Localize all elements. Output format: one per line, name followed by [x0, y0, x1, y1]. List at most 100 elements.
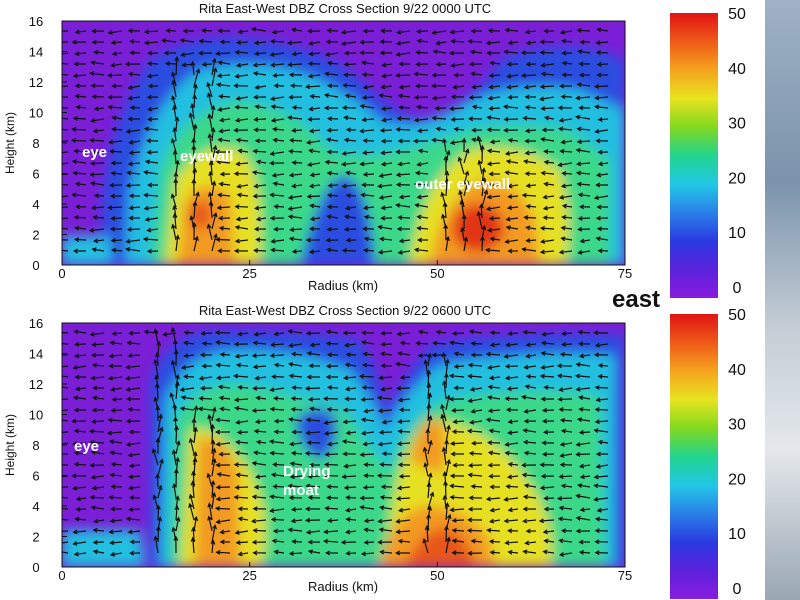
wind-vector	[423, 539, 429, 554]
wind-vector	[473, 105, 483, 109]
wind-vector	[171, 139, 177, 153]
wind-vector	[490, 140, 501, 143]
wind-vector-head	[288, 148, 294, 154]
wind-vector	[595, 106, 609, 109]
wind-vector-head	[125, 364, 131, 370]
wind-vector-head	[543, 181, 549, 187]
wind-vector	[271, 96, 285, 100]
wind-vector-head	[506, 73, 512, 79]
wind-vector	[346, 171, 357, 175]
wind-vector-head	[125, 238, 131, 244]
wind-vector-head	[125, 183, 131, 188]
wind-vector-head	[71, 473, 77, 479]
wind-vector	[544, 183, 555, 186]
wind-vector-head	[235, 540, 241, 545]
wind-vector	[76, 387, 87, 390]
wind-vector	[578, 331, 591, 334]
wind-vector-head	[397, 462, 403, 468]
wind-vector-head	[128, 205, 134, 211]
wind-vector-head	[503, 49, 509, 55]
wind-vector	[90, 139, 105, 142]
wind-vector-head	[467, 398, 473, 404]
wind-vector	[327, 249, 339, 252]
wind-vector-head	[596, 27, 602, 33]
wind-vector-head	[342, 82, 348, 88]
wind-vector-head	[543, 159, 549, 165]
wind-vector-head	[269, 52, 275, 57]
wind-vector-head	[540, 473, 546, 479]
wind-vector	[526, 343, 537, 346]
wind-vector-head	[541, 340, 547, 346]
wind-vector-head	[179, 38, 185, 43]
wind-vector-head	[579, 474, 585, 480]
wind-vector-head	[577, 49, 583, 55]
wind-vector	[596, 464, 609, 468]
wind-vector-head	[444, 358, 450, 364]
wind-vector-head	[325, 341, 331, 347]
wind-vector	[417, 216, 429, 219]
wind-vector	[506, 343, 519, 346]
wind-vector-head	[504, 375, 511, 381]
wind-vector-head	[323, 462, 330, 468]
wind-vector	[487, 529, 501, 532]
wind-vector	[272, 473, 285, 477]
wind-vector	[507, 85, 519, 89]
wind-vector-head	[397, 161, 403, 167]
wind-vector	[112, 398, 123, 401]
wind-vector	[292, 540, 303, 543]
wind-vector	[199, 397, 213, 400]
wind-vector-head	[234, 49, 240, 55]
wind-vector-head	[380, 106, 387, 112]
wind-vector-head	[522, 329, 528, 335]
wind-vector-head	[190, 60, 196, 67]
wind-vector-head	[142, 236, 148, 242]
wind-vector	[256, 397, 267, 400]
wind-vector-head	[451, 331, 457, 336]
wind-vector-head	[503, 496, 509, 502]
wind-vector	[541, 375, 555, 378]
wind-vector-head	[287, 329, 293, 334]
wind-vector-head	[579, 39, 585, 45]
wind-vector-head	[308, 363, 314, 369]
wind-vector-head	[431, 72, 437, 78]
wind-vector-head	[237, 29, 243, 35]
wind-vector	[110, 552, 123, 556]
wind-vector	[126, 442, 141, 446]
wind-vector	[598, 162, 609, 165]
wind-vector	[471, 409, 483, 413]
wind-vector-head	[126, 170, 132, 176]
wind-vector-head	[253, 450, 259, 456]
wind-vector	[74, 150, 87, 153]
wind-vector-head	[468, 451, 474, 456]
wind-vector-head	[287, 214, 294, 220]
wind-vector-head	[427, 352, 432, 358]
wind-vector-head	[524, 104, 530, 110]
x-axis-label: Radius (km)	[308, 579, 378, 594]
wind-vector-head	[327, 385, 333, 391]
wind-vector-head	[397, 93, 403, 99]
wind-vector-head	[192, 167, 198, 173]
wind-vector	[62, 140, 69, 143]
wind-vector	[489, 429, 501, 433]
wind-vector	[344, 139, 357, 142]
wind-vector	[156, 383, 159, 400]
wind-vector-head	[291, 249, 297, 254]
wind-vector-head	[413, 71, 419, 77]
wind-vector	[398, 453, 411, 456]
wind-vector-head	[92, 527, 98, 533]
wind-vector	[128, 73, 141, 76]
wind-vector	[310, 407, 321, 411]
wind-vector	[74, 430, 87, 433]
wind-vector	[432, 117, 447, 120]
wind-vector-head	[413, 94, 419, 100]
wind-vector-head	[110, 506, 116, 512]
wind-vector	[252, 519, 267, 522]
wind-vector-head	[54, 217, 58, 221]
wind-vector	[235, 239, 249, 242]
wind-vector-head	[215, 484, 221, 490]
wind-vector-head	[451, 429, 457, 435]
wind-vector-head	[153, 358, 159, 365]
wind-vector	[91, 451, 105, 455]
wind-vector	[443, 447, 447, 466]
wind-vector	[541, 486, 555, 489]
